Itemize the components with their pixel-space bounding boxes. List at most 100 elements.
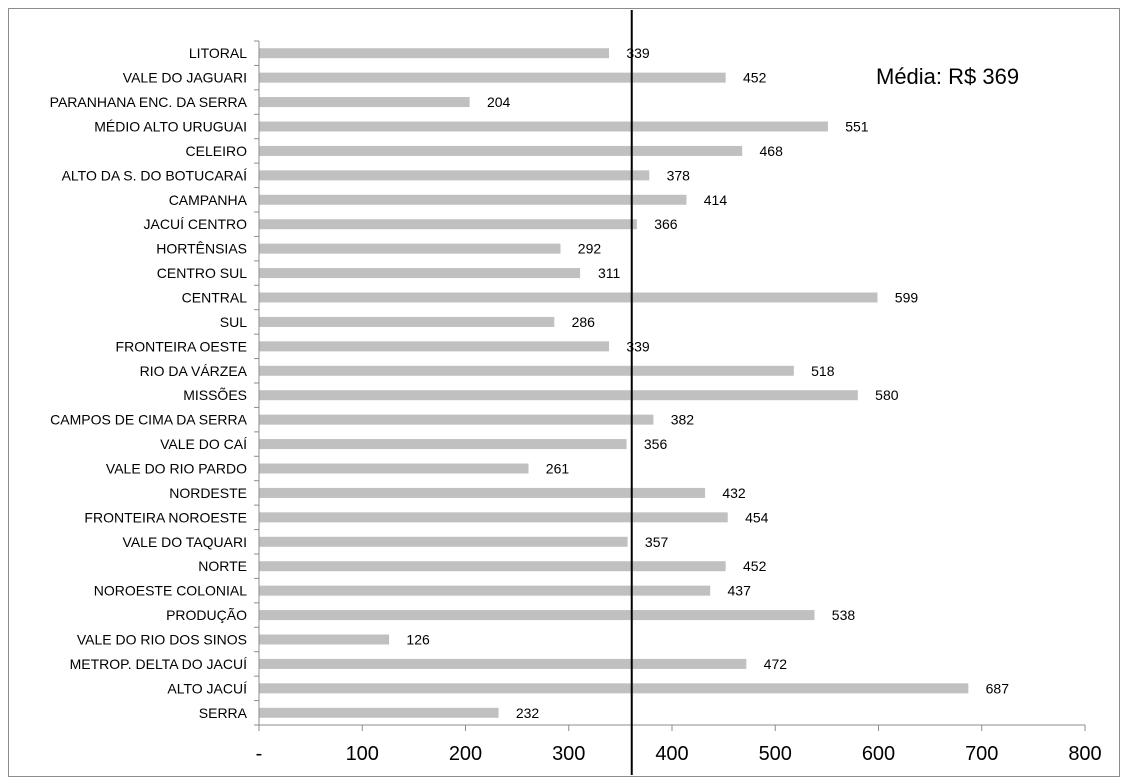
category-label: MISSÕES xyxy=(183,387,247,403)
category-label: CENTRAL xyxy=(182,290,248,306)
value-label: 286 xyxy=(572,314,596,330)
bar xyxy=(259,487,706,498)
bar xyxy=(259,219,637,230)
bar xyxy=(259,561,726,572)
value-label: 452 xyxy=(743,558,767,574)
x-tick-label: - xyxy=(256,743,263,765)
bar xyxy=(259,170,650,181)
category-label: METROP. DELTA DO JACUÍ xyxy=(70,656,247,672)
bar xyxy=(259,341,610,352)
value-label: 292 xyxy=(578,241,602,257)
value-label: 452 xyxy=(743,70,767,86)
category-label: FRONTEIRA NOROESTE xyxy=(84,509,247,525)
bar xyxy=(259,72,726,83)
value-label: 311 xyxy=(598,265,621,281)
category-label: VALE DO JAGUARI xyxy=(123,70,247,86)
x-tick-label: 300 xyxy=(552,743,585,765)
bar xyxy=(259,536,628,547)
category-label: FRONTEIRA OESTE xyxy=(116,338,247,354)
category-label: LITORAL xyxy=(189,45,247,61)
bar xyxy=(259,463,529,474)
bar xyxy=(259,292,878,303)
category-label: VALE DO TAQUARI xyxy=(123,534,247,550)
x-tick-labels-group: - 100 200 300 400 500 600 700 800 xyxy=(256,743,1102,765)
category-label: SUL xyxy=(220,314,247,330)
category-label: JACUÍ CENTRO xyxy=(144,216,248,232)
value-label: 261 xyxy=(546,461,570,477)
bar xyxy=(259,610,815,621)
category-labels-group: LITORAL VALE DO JAGUARI PARANHANA ENC. DA … xyxy=(50,45,248,721)
value-label: 357 xyxy=(645,534,669,550)
value-label: 551 xyxy=(845,119,869,135)
category-label: NORTE xyxy=(198,558,247,574)
category-label: MÉDIO ALTO URUGUAI xyxy=(94,119,247,135)
value-label: 580 xyxy=(875,387,899,403)
value-label: 432 xyxy=(722,485,746,501)
bar xyxy=(259,48,610,59)
bar xyxy=(259,634,390,645)
value-label: 232 xyxy=(516,705,540,721)
x-tick-label: 800 xyxy=(1068,743,1101,765)
bar xyxy=(259,243,561,254)
value-label: 339 xyxy=(626,338,650,354)
value-label: 414 xyxy=(704,192,728,208)
bar xyxy=(259,414,654,425)
value-label: 126 xyxy=(406,632,430,648)
bar xyxy=(259,145,743,156)
category-label: CAMPANHA xyxy=(169,192,248,208)
category-label: VALE DO RIO DOS SINOS xyxy=(77,632,247,648)
x-tick-label: 400 xyxy=(655,743,688,765)
bar xyxy=(259,316,555,327)
bars-group xyxy=(259,48,969,718)
value-label: 538 xyxy=(832,607,856,623)
value-label: 339 xyxy=(626,45,650,61)
category-label: CAMPOS DE CIMA DA SERRA xyxy=(50,412,247,428)
value-label: 687 xyxy=(986,680,1010,696)
category-label: PRODUÇÃO xyxy=(166,607,247,623)
x-tick-label: 200 xyxy=(449,743,482,765)
bar xyxy=(259,97,470,108)
category-label: VALE DO CAÍ xyxy=(160,436,247,452)
category-label: HORTÊNSIAS xyxy=(156,241,247,257)
bar xyxy=(259,658,747,669)
value-label: 382 xyxy=(671,412,695,428)
value-label: 366 xyxy=(654,216,678,232)
category-label: RIO DA VÁRZEA xyxy=(140,363,248,379)
bar xyxy=(259,365,794,376)
x-tick-label: 700 xyxy=(965,743,998,765)
category-label: NORDESTE xyxy=(169,485,247,501)
value-label: 454 xyxy=(745,509,769,525)
value-label: 518 xyxy=(811,363,835,379)
x-tick-label: 600 xyxy=(862,743,895,765)
value-label: 599 xyxy=(895,290,919,306)
value-label: 437 xyxy=(728,583,752,599)
category-label: CENTRO SUL xyxy=(157,265,247,281)
category-label: SERRA xyxy=(199,705,248,721)
x-tick-label: 100 xyxy=(346,743,379,765)
bar xyxy=(259,707,499,718)
bar xyxy=(259,194,687,205)
category-label: NOROESTE COLONIAL xyxy=(94,583,247,599)
category-label: ALTO JACUÍ xyxy=(167,680,247,696)
x-tick-label: 500 xyxy=(759,743,792,765)
value-label: 204 xyxy=(487,94,511,110)
category-label: CELEIRO xyxy=(186,143,248,159)
value-label: 472 xyxy=(764,656,788,672)
average-annotation: Média: R$ 369 xyxy=(876,64,1019,89)
category-label: PARANHANA ENC. DA SERRA xyxy=(50,94,248,110)
bar xyxy=(259,121,828,132)
bar xyxy=(259,439,627,450)
value-label: 468 xyxy=(760,143,784,159)
bar xyxy=(259,268,581,279)
bar xyxy=(259,390,858,401)
bar xyxy=(259,512,728,523)
category-label: VALE DO RIO PARDO xyxy=(106,461,247,477)
category-label: ALTO DA S. DO BOTUCARAÍ xyxy=(62,167,248,183)
value-labels-group: 339 452 204 551 468 378 414 366 292 311 599 286 339 5… xyxy=(406,45,1009,721)
value-label: 356 xyxy=(644,436,668,452)
axes-group xyxy=(254,40,1086,731)
bar xyxy=(259,585,711,596)
value-label: 378 xyxy=(667,167,691,183)
bar xyxy=(259,683,969,694)
